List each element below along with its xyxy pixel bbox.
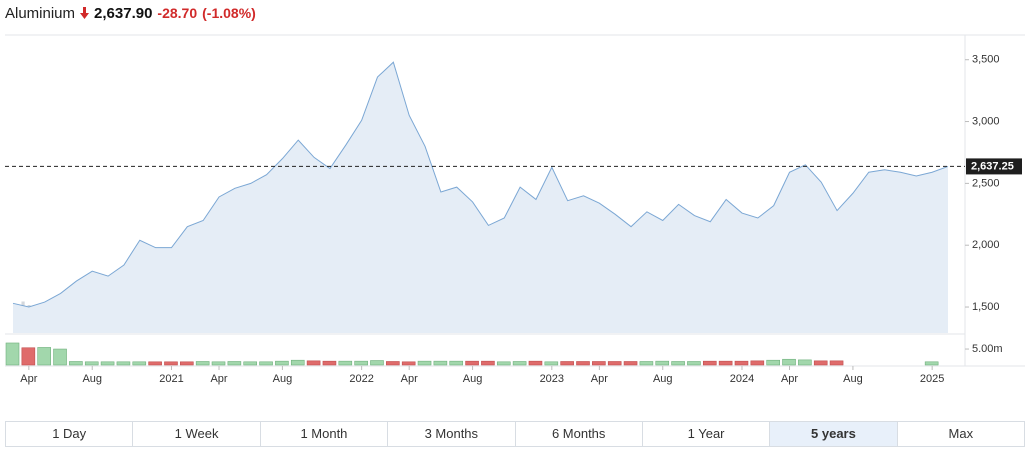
volume-bar [798, 359, 812, 366]
range-button[interactable]: 1 Year [643, 422, 771, 446]
x-tick-label: Aug [653, 373, 673, 385]
range-buttons: 1 Day 1 Week 1 Month 3 Months 6 Months 1 Year… [5, 421, 1025, 447]
range-button[interactable]: 5 years [770, 422, 898, 446]
last-price-box [966, 158, 1022, 175]
volume-bar [449, 360, 464, 366]
volume-bar [21, 347, 36, 366]
volume-bar [132, 361, 147, 366]
volume-bar [576, 361, 590, 366]
volume-bar [433, 360, 448, 366]
x-tick-label: 2025 [920, 373, 944, 385]
range-button[interactable]: Max [948, 426, 974, 441]
area [13, 62, 948, 334]
volume-bar [259, 361, 273, 366]
volume-bar [211, 361, 226, 366]
volume-bar [655, 360, 670, 366]
x-tick-label: 2024 [730, 373, 754, 385]
volume-bar [164, 361, 178, 366]
volume-bar [100, 361, 115, 366]
volume-bar [195, 361, 210, 366]
volume-bar [275, 360, 289, 366]
volume-bar [592, 361, 606, 366]
price: 2,637.90 [94, 4, 153, 22]
volume-bar [734, 360, 749, 366]
y-tick-label: 1,500 [972, 301, 1000, 313]
volume-bar [687, 361, 701, 366]
volume-bar [607, 361, 622, 366]
x-tick-label: Apr [781, 373, 798, 385]
last-price-label: 2,637.25 [971, 160, 1014, 172]
volume-bar [782, 358, 796, 366]
volume-bar [924, 361, 939, 366]
x-tick-label: Aug [843, 373, 863, 385]
volume-bar [639, 361, 654, 366]
volume-bar [69, 361, 83, 366]
range-button[interactable]: 1 Month [261, 422, 389, 446]
x-tick-label: Apr [401, 373, 418, 385]
volume-bar [671, 361, 685, 366]
range-button[interactable]: 6 Months [516, 422, 643, 446]
x-tick-label: Apr [210, 373, 227, 385]
x-tick-label: Aug [82, 373, 102, 385]
x-tick-label: Aug [273, 373, 293, 385]
volume-bar [370, 360, 384, 366]
x-tick-label: Aug [463, 373, 483, 385]
volume-bar [417, 360, 432, 366]
volume-bar [481, 360, 495, 366]
y-tick-label: 2,500 [972, 177, 1000, 189]
x-tick-label: Apr [20, 373, 37, 385]
volume-bar [702, 360, 717, 366]
volume-bar [829, 360, 844, 366]
range-button[interactable]: 3 Months [388, 422, 516, 446]
y-tick-label: 2,000 [972, 239, 1000, 251]
volume-bar [290, 359, 305, 366]
volume-bar [53, 348, 67, 366]
x-tick-label: Apr [591, 373, 608, 385]
volume-bar [623, 361, 638, 366]
volume-bar [116, 361, 131, 366]
volume-bar [354, 360, 368, 366]
header: Aluminium 2,637.90 -28.70 (-1.08%) [5, 2, 256, 24]
y-tick-label: 3,500 [972, 54, 1000, 66]
change-pct: (-1.08%) [202, 5, 256, 21]
change: -28.70 [157, 5, 198, 21]
volume-bar [766, 359, 780, 366]
volume-bar [84, 361, 99, 366]
price-line [12, 61, 949, 308]
volume-bar [180, 361, 194, 366]
volume-bar [528, 360, 543, 366]
volume-bar [386, 361, 400, 366]
volume-bar [338, 360, 353, 366]
instrument-name: Aluminium [5, 4, 76, 22]
volume-bar [227, 361, 242, 366]
chart: Investing.com1,5002,0002,5003,0003,5002,… [5, 34, 1025, 385]
volume-bar [512, 361, 527, 366]
volume-bar [496, 361, 511, 366]
volume-bar [544, 361, 559, 366]
range-button[interactable]: 1 Week [133, 422, 261, 446]
x-tick-label: 2021 [159, 373, 183, 385]
volume-bar [718, 360, 733, 366]
range-button[interactable]: 1 Day [6, 422, 134, 446]
x-tick-label: 2022 [349, 373, 373, 385]
volume-bar [306, 360, 321, 366]
volume-bar [560, 361, 574, 366]
down-arrow [80, 7, 90, 19]
x-tick-label: 2023 [540, 373, 564, 385]
y-tick-label: 3,000 [972, 115, 1000, 127]
volume-bar [243, 361, 258, 366]
volume-bar [750, 360, 765, 366]
volume-bar [37, 347, 51, 366]
volume-bar [813, 360, 828, 366]
volume-bar [322, 360, 337, 366]
volume-bar [401, 361, 416, 366]
volume-bar [148, 361, 162, 366]
volume-bar [465, 360, 479, 366]
volume-bar [5, 342, 20, 366]
y-tick-label: 5.00m [972, 343, 1003, 355]
